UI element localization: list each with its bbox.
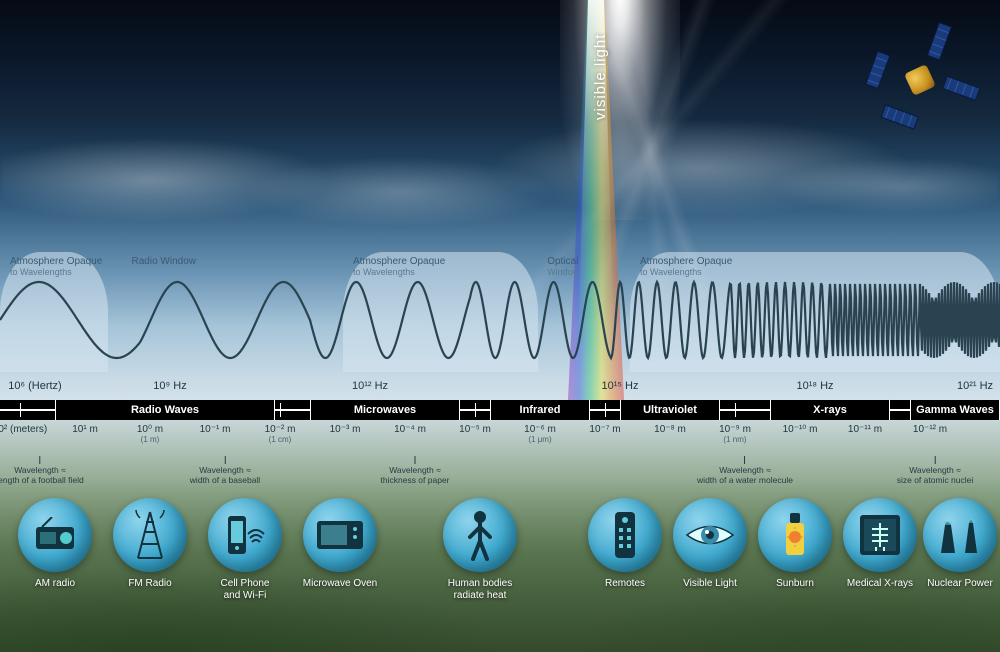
example-eye: Visible Light	[670, 498, 750, 590]
example-sunscreen: Sunburn	[755, 498, 835, 590]
example-human: Human bodiesradiate heat	[440, 498, 520, 601]
wavelength-comparison-note: Wavelength ≈width of a baseball	[190, 456, 260, 486]
frequency-tick: 10⁶ (Hertz)	[8, 380, 61, 392]
icon-label: Sunburn	[755, 578, 835, 590]
wavelength-tick: 10⁻⁹ m(1 nm)	[719, 424, 751, 444]
wavelength-tick: 10⁻¹¹ m	[848, 424, 882, 435]
band-x-rays: X-rays	[770, 400, 890, 420]
band-microwaves: Microwaves	[310, 400, 460, 420]
human-icon	[443, 498, 517, 572]
icon-label: Nuclear Power	[920, 578, 1000, 590]
wavelength-tick: 10² (meters)	[0, 424, 47, 435]
tower-icon	[113, 498, 187, 572]
wavelength-tick: 10¹ m	[72, 424, 98, 435]
icon-label: Remotes	[585, 578, 665, 590]
band-tick	[605, 403, 606, 417]
wavelength-tick: 10⁻⁴ m	[394, 424, 426, 435]
visible-light-label: visible light	[592, 34, 609, 120]
example-remote: Remotes	[585, 498, 665, 590]
wavelength-comparison-note: Wavelength ≈thickness of paper	[381, 456, 450, 486]
wave-path	[0, 282, 1000, 358]
spectrum-band-bar: Radio Waves Microwaves Infrared Ultraviolet…	[0, 400, 1000, 420]
band-infrared: Infrared	[490, 400, 590, 420]
band-tick	[735, 403, 736, 417]
radio-icon	[18, 498, 92, 572]
band-gamma-waves: Gamma Waves	[910, 400, 1000, 420]
wavelength-tick: 10⁻² m(1 cm)	[265, 424, 296, 444]
example-microwave: Microwave Oven	[300, 498, 380, 590]
icon-label: Microwave Oven	[300, 578, 380, 590]
wavelength-tick: 10⁻⁵ m	[459, 424, 491, 435]
icon-label: AM radio	[15, 578, 95, 590]
xray-icon	[843, 498, 917, 572]
example-tower: FM Radio	[110, 498, 190, 590]
frequency-tick: 10¹⁸ Hz	[796, 380, 833, 392]
clouds	[0, 120, 1000, 240]
icon-label: Human bodiesradiate heat	[440, 578, 520, 601]
wavelength-tick: 10⁰ m(1 m)	[137, 424, 163, 444]
wavelength-tick: 10⁻⁶ m(1 μm)	[524, 424, 556, 444]
icon-label: Visible Light	[670, 578, 750, 590]
wavelength-tick: 10⁻³ m	[330, 424, 361, 435]
wavelength-comparison-note: Wavelength ≈size of atomic nuclei	[897, 456, 974, 486]
frequency-axis: 10⁶ (Hertz) 10⁹ Hz 10¹² Hz 10¹⁵ Hz 10¹⁸ Hz 10…	[0, 380, 1000, 398]
wavelength-tick: 10⁻⁷ m	[589, 424, 620, 435]
wavelength-tick: 10⁻¹⁰ m	[783, 424, 818, 435]
frequency-tick: 10¹⁵ Hz	[602, 380, 639, 392]
band-tick	[475, 403, 476, 417]
band-tick	[20, 403, 21, 417]
wavelength-comparison-note: Wavelength ≈width of a water molecule	[697, 456, 793, 486]
example-radio: AM radio	[15, 498, 95, 590]
em-wave	[0, 260, 1000, 380]
remote-icon	[588, 498, 662, 572]
eye-icon	[673, 498, 747, 572]
frequency-tick: 10¹² Hz	[352, 380, 388, 392]
nuclear-icon	[923, 498, 997, 572]
wavelength-tick: 10⁻¹² m	[913, 424, 947, 435]
wavelength-axis: 10² (meters) 10¹ m 10⁰ m(1 m) 10⁻¹ m 10⁻² m(…	[0, 424, 1000, 462]
band-tick	[280, 403, 281, 417]
example-xray: Medical X-rays	[840, 498, 920, 590]
sunscreen-icon	[758, 498, 832, 572]
band-radio-waves: Radio Waves	[55, 400, 275, 420]
frequency-tick: 10⁹ Hz	[153, 380, 186, 392]
example-icons-row: AM radio FM Radio Cell Phoneand Wi-Fi Micro…	[0, 498, 1000, 638]
icon-label: Medical X-rays	[840, 578, 920, 590]
phone-icon	[208, 498, 282, 572]
wavelength-tick: 10⁻¹ m	[200, 424, 231, 435]
example-phone: Cell Phoneand Wi-Fi	[205, 498, 285, 601]
icon-label: FM Radio	[110, 578, 190, 590]
microwave-icon	[303, 498, 377, 572]
band-ultraviolet: Ultraviolet	[620, 400, 720, 420]
example-nuclear: Nuclear Power	[920, 498, 1000, 590]
wavelength-comparison-note: Wavelength ≈length of a football field	[0, 456, 84, 486]
icon-label: Cell Phoneand Wi-Fi	[205, 578, 285, 601]
wavelength-tick: 10⁻⁸ m	[654, 424, 686, 435]
frequency-tick: 10²¹ Hz	[957, 380, 993, 392]
